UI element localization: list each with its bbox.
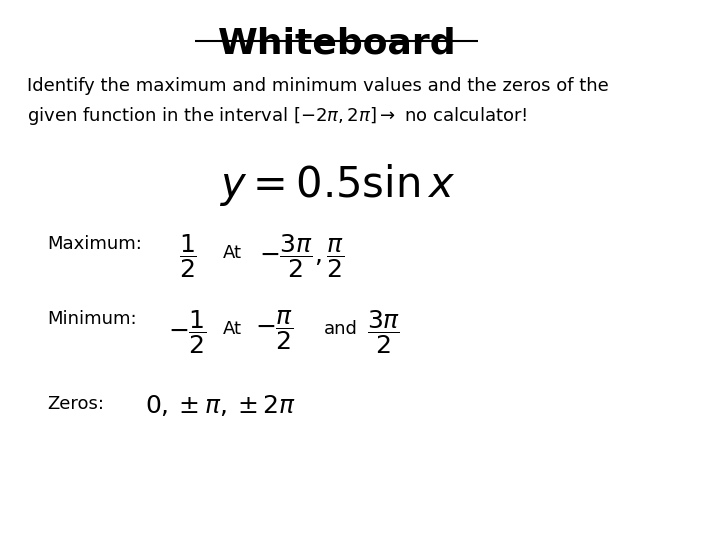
Text: Maximum:: Maximum: (48, 235, 142, 253)
Text: Zeros:: Zeros: (48, 395, 104, 413)
Text: $-\dfrac{1}{2}$: $-\dfrac{1}{2}$ (168, 308, 207, 356)
Text: and: and (323, 320, 357, 338)
Text: Minimum:: Minimum: (48, 310, 137, 328)
Text: $0, \pm\pi, \pm 2\pi$: $0, \pm\pi, \pm 2\pi$ (145, 393, 296, 417)
Text: Whiteboard: Whiteboard (217, 27, 456, 61)
Text: At: At (222, 320, 241, 338)
Text: $-\dfrac{3\pi}{2}, \dfrac{\pi}{2}$: $-\dfrac{3\pi}{2}, \dfrac{\pi}{2}$ (259, 232, 345, 280)
Text: At: At (222, 244, 241, 262)
Text: Identify the maximum and minimum values and the zeros of the: Identify the maximum and minimum values … (27, 77, 608, 94)
Text: given function in the interval $\left[-2\pi, 2\pi\right] \rightarrow$ no calcula: given function in the interval $\left[-2… (27, 105, 527, 127)
Text: $-\dfrac{\pi}{2}$: $-\dfrac{\pi}{2}$ (255, 308, 294, 352)
Text: $\dfrac{3\pi}{2}$: $\dfrac{3\pi}{2}$ (367, 308, 400, 356)
Text: $y = 0.5\sin x$: $y = 0.5\sin x$ (219, 162, 455, 208)
Text: $\dfrac{1}{2}$: $\dfrac{1}{2}$ (179, 232, 197, 280)
